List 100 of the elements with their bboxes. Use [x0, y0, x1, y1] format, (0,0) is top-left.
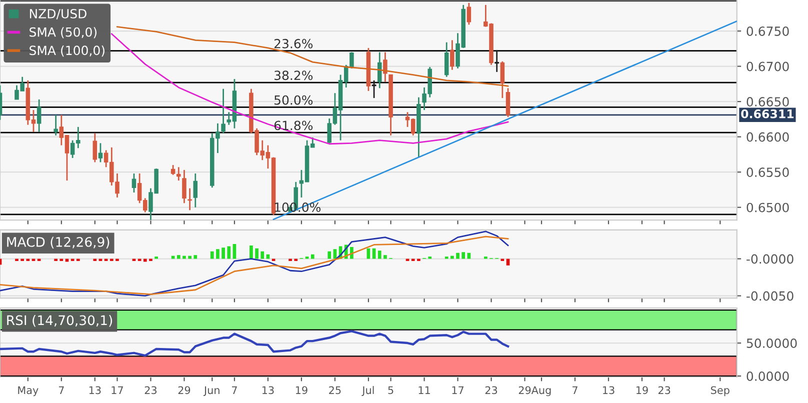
- x-tick-label: 17: [452, 386, 464, 394]
- candlestick: [466, 2, 472, 26]
- y-tick-label: -0.0000: [746, 254, 794, 264]
- bar: [384, 255, 387, 259]
- line-series: [110, 33, 509, 145]
- candlestick: [132, 172, 136, 194]
- bar: [417, 258, 420, 262]
- x-tick-label: 7: [572, 386, 578, 394]
- x-tick-label: 7: [232, 386, 237, 394]
- legend-label: NZD/USD: [30, 8, 86, 20]
- bar: [210, 251, 214, 259]
- x-tick-label: 19: [296, 386, 308, 394]
- x-tick-label: 13: [89, 386, 101, 394]
- bar: [260, 251, 264, 259]
- candlestick: [182, 169, 186, 204]
- candlestick: [193, 172, 198, 208]
- x-tick-label: 13: [262, 386, 274, 394]
- candlestick: [92, 132, 98, 163]
- candlestick: [506, 87, 510, 118]
- bar: [294, 258, 298, 262]
- bar: [378, 250, 382, 259]
- y-tick-label: 0.6600: [746, 132, 789, 142]
- y-tick-label: 0.0000: [746, 371, 789, 381]
- ref-line-label: 0.66311: [741, 109, 794, 118]
- candlestick: [36, 98, 42, 133]
- y-tick-label: 0.6650: [746, 97, 789, 106]
- x-tick-label: May: [18, 386, 38, 396]
- candlestick: [98, 142, 103, 163]
- candlestick: [494, 49, 500, 73]
- y-tick-label: -0.0050: [746, 291, 794, 301]
- bar: [76, 258, 80, 262]
- candlestick: [176, 166, 181, 182]
- x-tick-label: 23: [485, 386, 498, 394]
- x-tick-label: 13: [603, 386, 614, 394]
- bar: [176, 255, 180, 259]
- bar: [116, 258, 119, 262]
- candlestick: [383, 51, 388, 83]
- candlestick: [221, 88, 226, 134]
- bar: [110, 258, 114, 262]
- legend-label: SMA (100,0): [30, 45, 104, 57]
- bar: [255, 248, 258, 259]
- bar: [333, 249, 337, 259]
- y-tick-label: 0.6700: [746, 62, 789, 72]
- bar: [93, 258, 97, 262]
- annotation: 61.8%: [274, 120, 313, 130]
- y-tick-label: 0.6500: [746, 202, 789, 212]
- bar: [216, 249, 220, 259]
- bar: [310, 254, 314, 259]
- y-tick-label: 0.6750: [746, 26, 789, 36]
- candlestick: [450, 40, 454, 71]
- bar: [450, 256, 454, 259]
- x-tick-label: Sep: [711, 386, 730, 396]
- x-tick-label: 11: [418, 386, 430, 394]
- x-tick-label: 25: [329, 386, 341, 394]
- x-tick-label: 5: [388, 386, 394, 394]
- bar: [266, 254, 270, 259]
- bar: [467, 252, 471, 259]
- bar: [250, 245, 253, 259]
- annotation: 50.0%: [274, 95, 313, 105]
- bar: [54, 258, 58, 262]
- x-tick-label: Aug: [531, 386, 551, 396]
- bar: [328, 251, 332, 259]
- candlestick: [500, 60, 505, 99]
- bar: [60, 258, 64, 262]
- bar: [372, 248, 376, 259]
- candlestick: [188, 188, 192, 211]
- candlestick: [54, 114, 58, 136]
- bar: [227, 246, 231, 259]
- x-tick-label: 23: [144, 386, 157, 394]
- y-tick-label: 50.0000: [746, 338, 797, 348]
- y-tick-label: 0.6550: [746, 168, 789, 178]
- x-tick-label: 29: [178, 386, 190, 394]
- bar: [462, 252, 466, 259]
- bar: [456, 252, 460, 259]
- candlestick: [444, 42, 449, 78]
- bar: [20, 258, 24, 262]
- bar: [288, 258, 292, 262]
- chart-title: MACD (12,26,9): [7, 236, 110, 248]
- legend-label: SMA (50,0): [30, 27, 97, 38]
- bar: [366, 248, 370, 259]
- bar: [37, 258, 41, 262]
- x-tick-label: Jul: [362, 386, 374, 396]
- bar: [188, 256, 192, 259]
- bar: [182, 256, 186, 259]
- bar: [194, 255, 198, 259]
- x-tick-label: 17: [112, 386, 123, 394]
- x-tick-label: 19: [636, 386, 648, 394]
- bar: [149, 258, 152, 262]
- x-tick-label: Jun: [203, 386, 220, 396]
- annotation: 23.6%: [274, 38, 313, 48]
- bar: [411, 258, 415, 262]
- line-series: [0, 330, 510, 357]
- candlestick: [170, 164, 176, 176]
- bar: [15, 258, 18, 262]
- chart-title: RSI (14,70,30,1): [7, 315, 112, 327]
- x-tick-label: 7: [58, 386, 64, 394]
- x-tick-label: 23: [658, 386, 670, 394]
- bar: [26, 258, 30, 262]
- bar: [171, 256, 175, 259]
- annotation: 38.2%: [274, 70, 313, 80]
